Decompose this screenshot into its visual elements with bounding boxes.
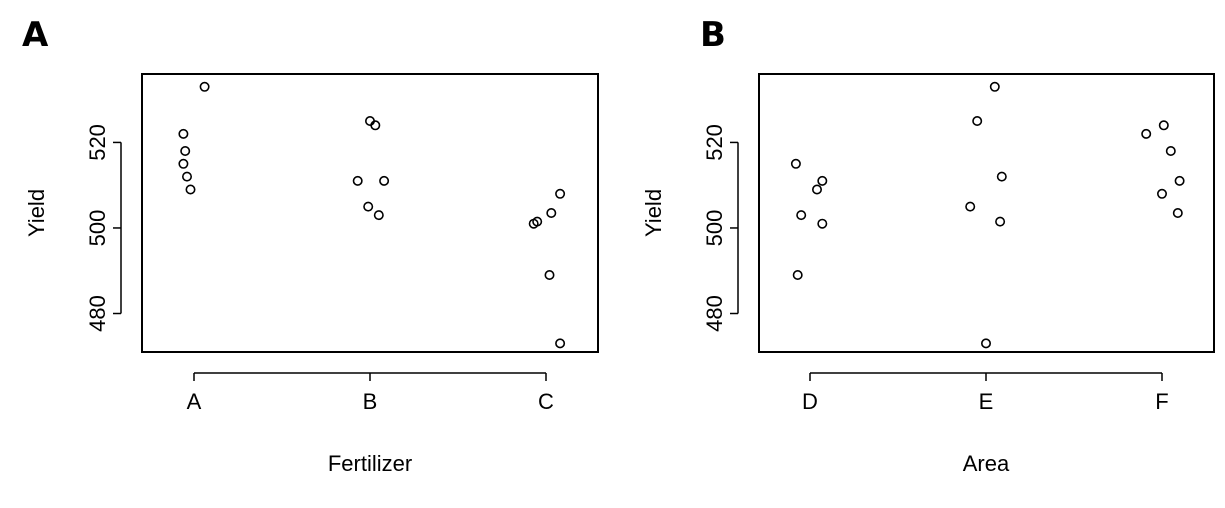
- panel-a-point-c: [555, 188, 566, 199]
- panel-b-point-e: [995, 216, 1006, 227]
- panel-a-point-a: [199, 81, 210, 92]
- panel-a-point-b: [379, 175, 390, 186]
- panel-b-points: [790, 81, 1185, 349]
- panel-b-point-d: [817, 218, 828, 229]
- panel-a-y-axis: 480 500 520: [85, 124, 122, 332]
- panel-b-point-d: [811, 184, 822, 195]
- panel-a-point-a: [180, 146, 191, 157]
- panel-b-point-d: [817, 175, 828, 186]
- panel-b-point-d: [790, 158, 801, 169]
- panel-b-point-f: [1174, 175, 1185, 186]
- panel-a-point-a: [182, 171, 193, 182]
- panel-a-point-b: [352, 175, 363, 186]
- panel-b-x-tick-label: D: [802, 389, 818, 414]
- panel-b-point-d: [796, 210, 807, 221]
- panel-a-plot-frame: [141, 73, 599, 353]
- panel-b-plot-frame: [758, 73, 1215, 353]
- panel-a-point-a: [178, 128, 189, 139]
- panel-b-point-e: [989, 81, 1000, 92]
- panel-a-point-c: [532, 216, 543, 227]
- panel-b-point-e: [980, 338, 991, 349]
- panel-a-y-tick-label: 500: [85, 210, 110, 247]
- panel-b-y-tick-label: 520: [702, 124, 727, 161]
- panel-b-y-tick-label: 500: [702, 210, 727, 247]
- panel-a-label: A: [22, 15, 49, 55]
- panel-b-point-f: [1141, 128, 1152, 139]
- panel-b-x-axis: D E F: [802, 372, 1169, 414]
- panel-a-point-c: [546, 208, 557, 219]
- panel-a-point-c: [555, 338, 566, 349]
- panel-b-point-e: [972, 116, 983, 127]
- panel-b-point-f: [1165, 146, 1176, 157]
- panel-a-point-b: [370, 120, 381, 131]
- panel-a-point-b: [363, 201, 374, 212]
- panel-b-point-e: [965, 201, 976, 212]
- panel-a-y-tick-label: 520: [85, 124, 110, 161]
- panel-a-point-a: [185, 184, 196, 195]
- panel-a: A 480 500 520 A B C Fertilizer Yield: [22, 15, 599, 476]
- panel-b-point-f: [1158, 120, 1169, 131]
- panel-b-y-tick-label: 480: [702, 295, 727, 332]
- panel-a-x-tick-label: C: [538, 389, 554, 414]
- panel-b-x-tick-label: E: [979, 389, 994, 414]
- panel-a-y-axis-title: Yield: [24, 189, 49, 237]
- panel-a-x-tick-label: A: [187, 389, 202, 414]
- panel-a-y-tick-label: 480: [85, 295, 110, 332]
- panel-b-point-f: [1157, 188, 1168, 199]
- panel-b: B 480 500 520 D E F Area Yield: [641, 15, 1215, 476]
- panel-b-point-d: [792, 269, 803, 280]
- panel-b-x-tick-label: F: [1155, 389, 1168, 414]
- panel-b-label: B: [700, 15, 726, 55]
- panel-b-point-f: [1172, 208, 1183, 219]
- panel-b-y-axis-title: Yield: [641, 189, 666, 237]
- panel-a-point-c: [544, 269, 555, 280]
- panel-a-point-a: [178, 158, 189, 169]
- panel-a-point-b: [373, 210, 384, 221]
- panel-a-x-tick-label: B: [363, 389, 378, 414]
- panel-a-x-axis-title: Fertilizer: [328, 451, 412, 476]
- panel-a-x-axis: A B C: [187, 372, 554, 414]
- panel-b-y-axis: 480 500 520: [702, 124, 739, 332]
- panel-b-x-axis-title: Area: [963, 451, 1010, 476]
- panel-b-point-e: [996, 171, 1007, 182]
- panel-a-points: [178, 81, 566, 349]
